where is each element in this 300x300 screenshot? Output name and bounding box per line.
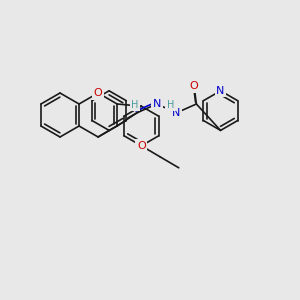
Text: H: H bbox=[167, 100, 174, 110]
Text: O: O bbox=[190, 81, 199, 92]
Text: N: N bbox=[216, 86, 225, 96]
Text: N: N bbox=[153, 99, 161, 109]
Text: O: O bbox=[94, 88, 103, 98]
Text: H: H bbox=[131, 100, 139, 110]
Text: N: N bbox=[172, 108, 181, 118]
Text: O: O bbox=[137, 141, 146, 151]
